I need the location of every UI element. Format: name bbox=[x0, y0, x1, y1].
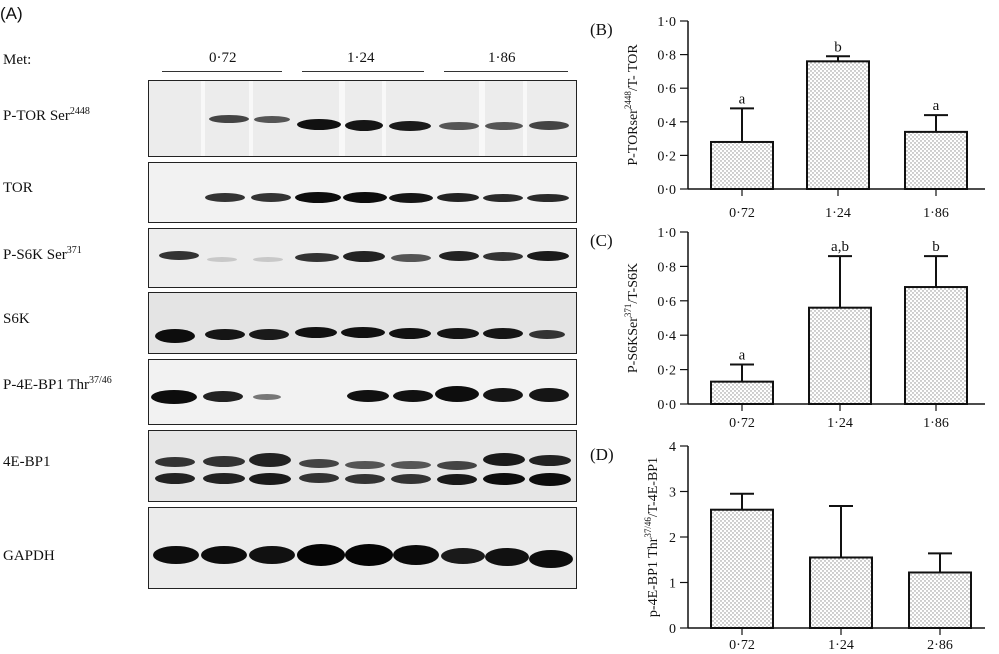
blot-image-p-s6k bbox=[148, 228, 577, 288]
category-label: 0·72 bbox=[729, 638, 755, 653]
y-tick-label: 0·8 bbox=[657, 260, 676, 275]
met-label: Met: bbox=[3, 52, 32, 68]
blot-label-p-s6k: P-S6K Ser371 bbox=[3, 245, 82, 264]
blot-image-gapdh bbox=[148, 507, 577, 589]
blot-image-4e-bp1 bbox=[148, 430, 577, 502]
significance-label: a bbox=[739, 347, 746, 363]
category-label: 0·72 bbox=[729, 206, 755, 221]
y-axis-label-text: /T-S6K bbox=[626, 263, 641, 304]
blot-label-p-4e-bp1: P-4E-BP1 Thr37/46 bbox=[3, 375, 112, 394]
chart-panel-d: (D) 0 1 2 3 4 0·72 1·24 2·86 p-4E-BP1 Thr37/46/T-… bbox=[590, 440, 985, 653]
blot-image-p-tor bbox=[148, 80, 577, 157]
blot-label-text: TOR bbox=[3, 180, 33, 196]
blot-label-sup: 2448 bbox=[69, 106, 90, 117]
y-axis-label-text: /T-4E-BP1 bbox=[646, 457, 661, 517]
y-tick-label: 0·2 bbox=[657, 149, 676, 164]
category-label: 1·24 bbox=[827, 416, 853, 431]
y-axis-label-sup: 37/46 bbox=[643, 517, 653, 538]
blot-image-s6k bbox=[148, 292, 577, 354]
y-axis-label: P-S6KSer371/T-S6K bbox=[623, 263, 641, 373]
group-label: 1·86 bbox=[488, 50, 516, 66]
group-label: 0·72 bbox=[209, 50, 237, 66]
blot-label-sup: 371 bbox=[66, 245, 82, 256]
y-axis-label-text: P-TORser bbox=[626, 109, 641, 166]
blot-image-tor bbox=[148, 162, 577, 223]
blot-image-p-4e-bp1 bbox=[148, 359, 577, 425]
bar bbox=[806, 60, 870, 190]
group-underline bbox=[162, 71, 282, 72]
significance-label: b bbox=[834, 39, 842, 55]
category-label: 1·24 bbox=[828, 638, 854, 653]
y-tick-label: 1·0 bbox=[657, 15, 676, 30]
y-tick-label: 1 bbox=[669, 577, 676, 592]
blot-label-text: P-4E-BP1 Thr bbox=[3, 377, 89, 393]
y-tick-label: 0·2 bbox=[657, 364, 676, 379]
blot-label-sup: 37/46 bbox=[88, 375, 112, 386]
blot-label-tor: TOR bbox=[3, 180, 33, 197]
blot-label-text: GAPDH bbox=[3, 548, 55, 564]
significance-label: a,b bbox=[831, 239, 849, 255]
y-tick-label: 0 bbox=[669, 622, 676, 637]
y-axis-label-sup: 2448 bbox=[623, 91, 633, 110]
y-tick-label: 0·8 bbox=[657, 49, 676, 64]
panel-label: (C) bbox=[590, 231, 613, 250]
y-tick-label: 0·4 bbox=[657, 329, 676, 344]
group-label: 1·24 bbox=[347, 50, 375, 66]
category-label: 1·86 bbox=[923, 416, 949, 431]
y-tick-label: 2 bbox=[669, 531, 676, 546]
panel-label: (D) bbox=[590, 445, 614, 464]
blot-label-text: 4E-BP1 bbox=[3, 454, 51, 470]
y-axis-label: p-4E-BP1 Thr37/46/T-4E-BP1 bbox=[643, 457, 661, 617]
y-axis-label-sup: 371 bbox=[623, 304, 633, 318]
y-tick-label: 0·4 bbox=[657, 116, 676, 131]
bar bbox=[809, 556, 873, 629]
blot-label-text: P-TOR Ser bbox=[3, 108, 70, 124]
y-tick-label: 4 bbox=[669, 440, 676, 455]
y-tick-label: 3 bbox=[669, 486, 676, 501]
bar bbox=[710, 380, 774, 406]
category-label: 2·86 bbox=[927, 638, 953, 653]
chart-panel-c: (C) 0·0 0·2 0·4 0·6 0·8 1·0 0·72 a 1·24 a,b 1·86 b P-… bbox=[590, 226, 985, 431]
group-underline bbox=[444, 71, 568, 72]
category-label: 1·24 bbox=[825, 206, 851, 221]
significance-label: a bbox=[933, 98, 940, 114]
bar bbox=[904, 130, 968, 191]
y-axis-label-text: /T- TOR bbox=[626, 44, 641, 91]
y-axis-label: P-TORser2448/T- TOR bbox=[623, 44, 641, 166]
category-label: 1·86 bbox=[923, 206, 949, 221]
blot-label-text: P-S6K Ser bbox=[3, 247, 67, 263]
significance-label: a bbox=[739, 91, 746, 107]
y-tick-label: 0·0 bbox=[657, 183, 676, 198]
bar bbox=[710, 140, 774, 191]
y-axis-label-text: P-S6KSer bbox=[626, 317, 641, 373]
significance-label: b bbox=[932, 239, 940, 255]
y-axis-label-text: p-4E-BP1 Thr bbox=[646, 537, 661, 617]
blot-label-4e-bp1: 4E-BP1 bbox=[3, 454, 51, 471]
blot-label-s6k: S6K bbox=[3, 311, 30, 328]
panel-a-label: (A) bbox=[0, 4, 23, 23]
bar bbox=[904, 286, 968, 406]
category-label: 0·72 bbox=[729, 416, 755, 431]
y-tick-label: 1·0 bbox=[657, 226, 676, 241]
y-tick-label: 0·6 bbox=[657, 82, 676, 97]
blot-label-p-tor: P-TOR Ser2448 bbox=[3, 106, 90, 125]
y-tick-label: 0·6 bbox=[657, 295, 676, 310]
blot-label-text: S6K bbox=[3, 311, 30, 327]
panel-label: (B) bbox=[590, 20, 613, 39]
bar bbox=[908, 571, 972, 629]
blot-label-gapdh: GAPDH bbox=[3, 548, 55, 565]
y-tick-label: 0·0 bbox=[657, 398, 676, 413]
group-underline bbox=[302, 71, 424, 72]
bar bbox=[710, 508, 774, 630]
chart-panel-b: (B) 0·0 0·2 0·4 0·6 0·8 1·0 0·72 a 1·24 b 1·86 a P-TO… bbox=[590, 15, 985, 221]
bar bbox=[808, 306, 872, 405]
